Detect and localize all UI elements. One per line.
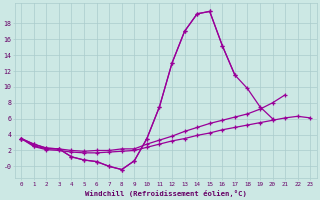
X-axis label: Windchill (Refroidissement éolien,°C): Windchill (Refroidissement éolien,°C) — [85, 190, 247, 197]
